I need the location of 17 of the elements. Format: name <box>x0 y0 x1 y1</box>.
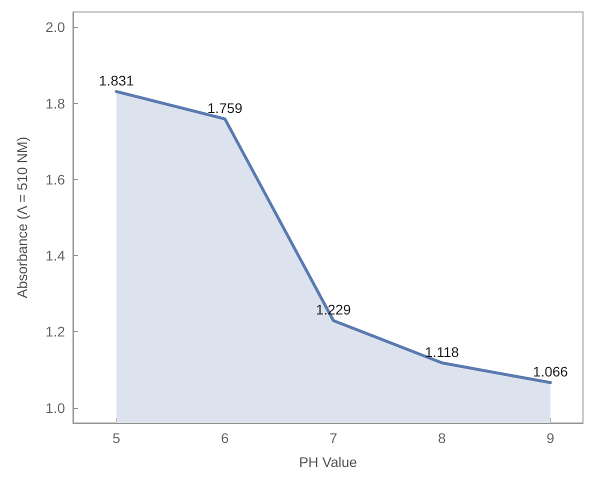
y-tick-label: 2.0 <box>46 19 66 36</box>
y-tick-label: 1.8 <box>46 95 66 112</box>
x-tick-label: 8 <box>438 430 446 446</box>
data-label: 1.066 <box>532 364 568 380</box>
y-tick-label: 1.6 <box>46 171 66 188</box>
data-label: 1.831 <box>98 72 134 89</box>
y-axis-title: Absorbance (Λ = 510 NM) <box>14 136 30 298</box>
y-tick-label: 1.2 <box>46 324 66 340</box>
x-tick-label: 6 <box>221 430 230 446</box>
x-tick-label: 5 <box>112 430 121 446</box>
data-label: 1.759 <box>207 100 243 116</box>
y-tick-label: 1.4 <box>46 248 66 264</box>
x-tick-label: 7 <box>330 430 338 446</box>
y-tick-label: 1.0 <box>46 400 66 416</box>
x-tick-label: 9 <box>546 430 555 446</box>
data-label: 1.118 <box>424 344 460 360</box>
x-axis-title: PH Value <box>298 454 358 470</box>
